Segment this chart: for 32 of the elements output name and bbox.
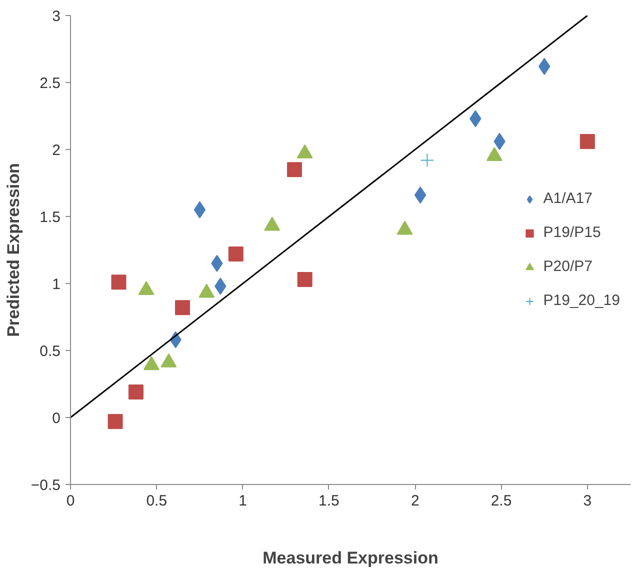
y-tick-label: 1.5 — [40, 209, 61, 226]
x-tick-label: 1.5 — [318, 492, 340, 510]
y-tick-label: 2.5 — [40, 75, 61, 92]
point — [108, 414, 123, 430]
legend-label: P19/P15 — [543, 224, 601, 241]
y-axis-title: Predicted Expression — [4, 163, 23, 337]
point — [111, 274, 126, 290]
point — [194, 201, 206, 218]
point — [287, 162, 302, 178]
x-tick-label: 2 — [410, 492, 420, 510]
x-tick-label: 1 — [238, 492, 247, 510]
x-tick-label: 3 — [583, 492, 592, 510]
y-tick-label: 0.5 — [40, 343, 61, 360]
legend-label: P20/P7 — [543, 258, 592, 275]
y-tick-label: 1 — [52, 276, 60, 293]
point — [128, 384, 144, 400]
y-tick-label: 3 — [52, 8, 60, 25]
y-tick-label: 2 — [52, 142, 60, 159]
x-axis-title: Measured Expression — [262, 548, 438, 568]
y-tick-label: −0.5 — [30, 477, 61, 494]
legend-label: A1/A17 — [543, 190, 592, 207]
x-tick-label: 2.5 — [490, 492, 512, 510]
point — [420, 153, 434, 168]
x-tick-label: 0 — [66, 492, 75, 510]
point — [297, 272, 312, 287]
point — [414, 186, 426, 204]
point — [580, 134, 595, 149]
point — [228, 246, 244, 262]
y-tick-label: 0 — [52, 410, 60, 427]
legend-label: P19_20_19 — [543, 292, 620, 309]
point — [175, 300, 190, 316]
x-tick-label: 0.5 — [146, 492, 168, 510]
